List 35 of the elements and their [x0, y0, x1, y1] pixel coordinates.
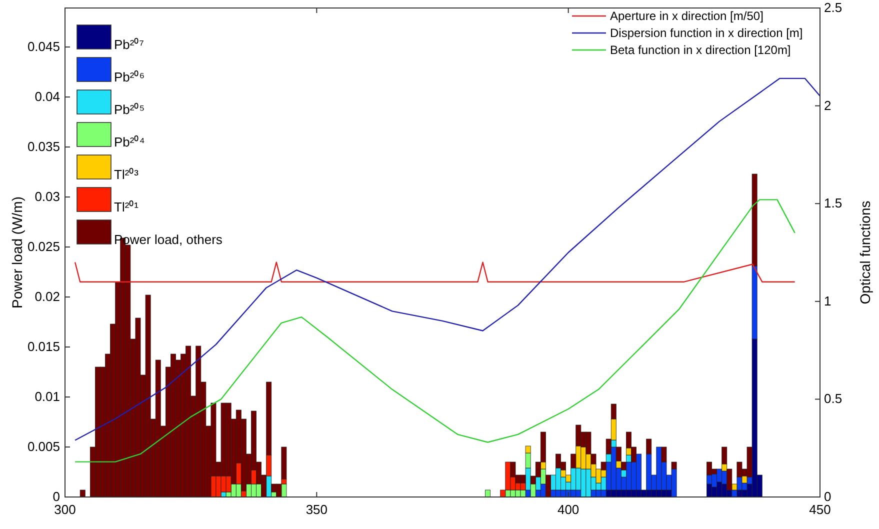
y2-axis-title: Optical functions: [857, 200, 873, 304]
legend-label: Power load, others: [114, 232, 223, 247]
legend-label: Beta function in x direction [120m]: [610, 43, 791, 57]
y-tick-label: 0: [52, 489, 60, 504]
y-tick-label: 0.005: [27, 439, 60, 454]
y-tick-label: 0.025: [27, 239, 60, 254]
y-tick-label: 0.015: [27, 339, 60, 354]
y2-tick-label: 0.5: [824, 391, 842, 406]
y-tick-label: 0.04: [34, 89, 60, 104]
legend-label: Pb²⁰⁷: [114, 37, 144, 52]
line-series: [74, 199, 796, 462]
legend-label: Tl²⁰¹: [114, 200, 140, 214]
x-tick-label: 450: [809, 502, 831, 517]
bar: [485, 490, 491, 497]
legend-label: Pb²⁰⁵: [114, 102, 145, 117]
y2-tick-label: 1: [824, 293, 832, 308]
x-tick-label: 300: [54, 502, 76, 517]
y2-tick-label: 2: [824, 98, 832, 113]
y-tick-label: 0.045: [27, 39, 60, 54]
y-tick-label: 0.03: [34, 189, 60, 204]
legend-label: Pb²⁰⁶: [114, 70, 145, 84]
y-tick-label: 0.02: [34, 289, 60, 304]
legend-label: Aperture in x direction [m/50]: [610, 9, 764, 23]
y2-tick-label: 0: [824, 489, 832, 504]
y-tick-label: 0.01: [34, 389, 60, 404]
legend-label: Pb²⁰⁴: [114, 134, 145, 150]
x-tick-label: 350: [306, 502, 328, 517]
y2-tick-label: 1.5: [824, 196, 842, 211]
y-tick-label: 0.035: [27, 139, 60, 154]
bar: [80, 490, 86, 497]
x-tick-label: 400: [557, 502, 580, 517]
y-axis-title: Power load (W/m): [9, 196, 25, 309]
legend-label: Dispersion function in x direction [m]: [610, 26, 803, 40]
y2-tick-label: 2.5: [824, 0, 842, 15]
legend-label: Tl²⁰³: [114, 167, 140, 182]
